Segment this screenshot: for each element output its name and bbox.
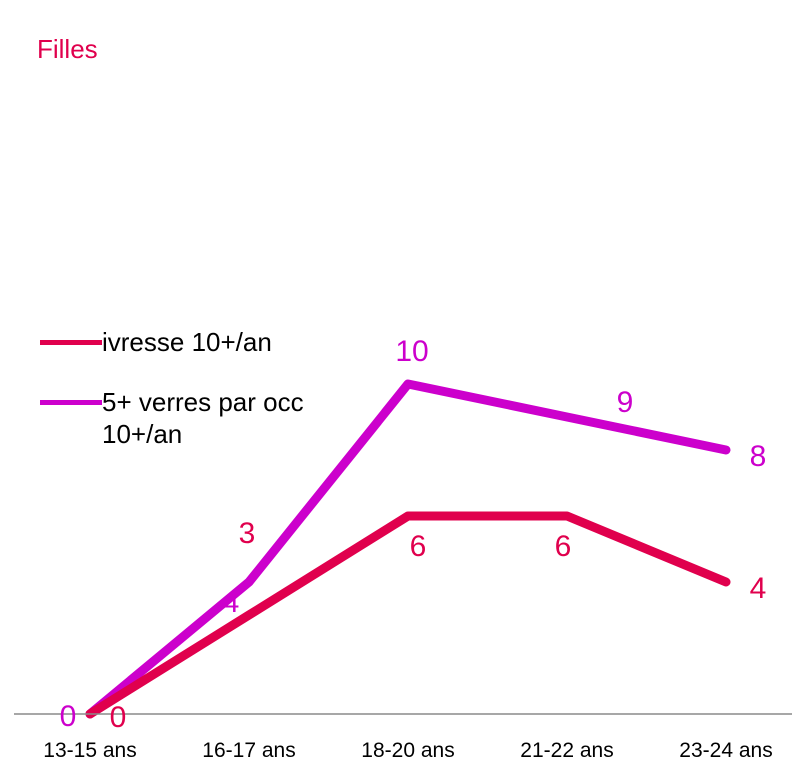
legend-item-5-verres: 5+ verres par occ 10+/an bbox=[40, 386, 312, 450]
data-label: 6 bbox=[410, 530, 427, 563]
x-tick-label: 21-22 ans bbox=[520, 739, 613, 762]
data-label: 3 bbox=[239, 517, 256, 550]
data-label: 0 bbox=[110, 701, 127, 734]
data-label: 4 bbox=[750, 572, 767, 605]
legend-item-ivresse: ivresse 10+/an bbox=[40, 326, 312, 358]
legend-label-5-verres: 5+ verres par occ 10+/an bbox=[102, 387, 304, 449]
data-label: 8 bbox=[750, 440, 767, 473]
data-label: 4 bbox=[223, 586, 240, 619]
legend-swatch-ivresse bbox=[40, 340, 102, 345]
legend-swatch-5-verres bbox=[40, 400, 102, 405]
chart-legend: ivresse 10+/an 5+ verres par occ 10+/an bbox=[40, 326, 312, 450]
x-tick-label: 13-15 ans bbox=[43, 739, 136, 762]
legend-label-ivresse: ivresse 10+/an bbox=[102, 327, 272, 357]
x-tick-label: 18-20 ans bbox=[361, 739, 454, 762]
chart-title: Filles bbox=[37, 34, 98, 64]
data-label: 0 bbox=[60, 700, 77, 733]
data-labels: 0 3 6 6 4 0 4 10 9 8 bbox=[60, 335, 767, 734]
data-label: 10 bbox=[395, 335, 428, 368]
x-tick-label: 23-24 ans bbox=[679, 739, 772, 762]
data-label: 6 bbox=[555, 530, 572, 563]
data-label: 9 bbox=[617, 386, 634, 419]
x-tick-label: 16-17 ans bbox=[202, 739, 295, 762]
series-line-ivresse bbox=[85, 511, 731, 719]
x-tick-labels: 13-15 ans 16-17 ans 18-20 ans 21-22 ans 23-2… bbox=[43, 739, 772, 762]
